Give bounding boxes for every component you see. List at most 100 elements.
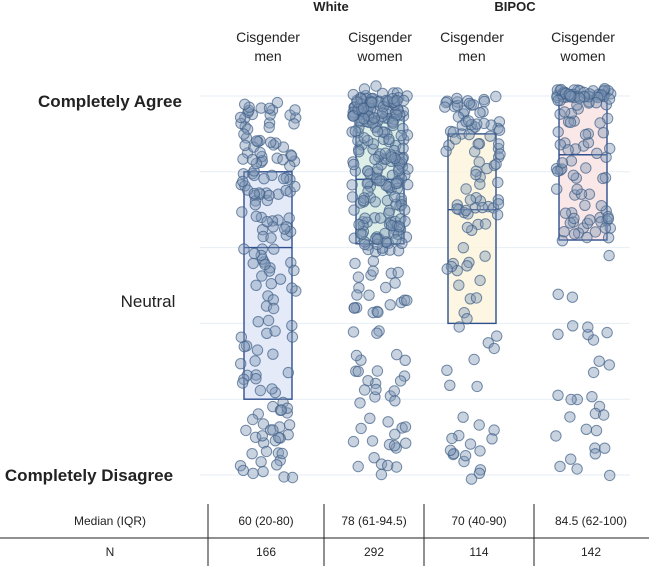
- data-point: [237, 153, 249, 165]
- data-point: [271, 459, 283, 471]
- summary-table: Median (IQR) 60 (20-80) 78 (61-94.5) 70 …: [0, 504, 649, 566]
- data-point: [379, 227, 391, 240]
- data-point: [277, 154, 289, 166]
- data-point: [348, 158, 360, 171]
- data-point: [552, 389, 564, 401]
- data-point: [372, 163, 384, 175]
- data-point: [254, 146, 266, 159]
- data-point: [261, 327, 273, 339]
- data-point: [281, 407, 293, 419]
- data-point: [601, 326, 613, 339]
- data-point: [558, 226, 570, 238]
- data-point: [451, 92, 463, 105]
- data-point: [460, 204, 472, 217]
- data-point: [573, 92, 586, 104]
- data-point: [465, 473, 478, 485]
- data-point: [580, 162, 592, 174]
- data-point: [362, 185, 374, 198]
- data-point: [584, 88, 596, 100]
- data-point: [252, 316, 264, 328]
- data-point: [474, 178, 486, 190]
- data-point: [453, 279, 465, 291]
- category-label-bipoc-men-line2: men: [458, 48, 485, 64]
- data-point: [384, 299, 396, 311]
- data-point: [446, 432, 458, 445]
- data-point: [400, 437, 412, 449]
- data-point: [444, 444, 457, 456]
- data-point: [459, 450, 472, 462]
- data-point: [276, 447, 288, 460]
- data-point: [391, 95, 403, 107]
- table-row-label-n: N: [106, 545, 115, 559]
- data-point: [550, 430, 562, 442]
- data-point: [492, 122, 504, 135]
- data-point: [240, 424, 252, 437]
- data-point: [243, 104, 255, 117]
- data-point: [353, 146, 365, 158]
- data-point: [382, 459, 394, 472]
- data-point: [479, 250, 491, 262]
- data-point: [366, 435, 379, 447]
- data-point: [468, 353, 480, 366]
- data-point: [589, 442, 601, 454]
- data-point: [440, 145, 452, 158]
- data-point: [278, 172, 290, 185]
- data-point: [347, 435, 360, 448]
- data-point: [464, 194, 477, 206]
- data-point: [366, 96, 378, 109]
- data-point: [238, 243, 250, 255]
- data-point: [389, 428, 401, 440]
- data-point: [353, 218, 365, 231]
- data-point: [279, 223, 291, 235]
- data-point: [259, 258, 271, 271]
- data-point: [359, 238, 371, 251]
- data-point: [394, 109, 406, 121]
- data-point: [565, 393, 577, 406]
- data-point: [282, 366, 294, 379]
- data-point: [348, 302, 361, 314]
- data-point: [582, 321, 594, 333]
- data-point: [289, 180, 301, 193]
- data-point: [474, 274, 486, 287]
- data-point: [461, 260, 473, 272]
- table-cell-median-bipoc-women: 84.5 (62-100): [555, 514, 627, 528]
- data-point: [283, 212, 295, 224]
- data-point: [249, 431, 262, 443]
- data-point: [586, 391, 598, 403]
- data-point: [470, 292, 483, 304]
- data-point: [358, 132, 370, 144]
- data-point: [239, 139, 251, 152]
- data-point: [583, 188, 596, 200]
- data-point: [267, 424, 279, 436]
- data-point: [599, 83, 611, 95]
- data-point: [393, 221, 406, 233]
- data-point: [286, 282, 298, 294]
- iqr-box: [243, 171, 293, 400]
- data-point: [581, 231, 593, 244]
- data-point: [383, 133, 395, 146]
- data-point: [286, 331, 299, 343]
- data-point: [267, 294, 279, 306]
- data-point: [552, 126, 564, 138]
- data-point: [563, 88, 575, 101]
- data-point: [490, 158, 502, 170]
- data-point: [556, 235, 569, 247]
- data-point: [552, 94, 564, 107]
- data-point: [399, 421, 412, 433]
- data-point: [580, 423, 592, 435]
- data-point: [604, 142, 616, 155]
- data-point: [250, 210, 262, 223]
- data-point: [599, 222, 612, 234]
- data-point: [371, 125, 384, 138]
- data-point: [402, 178, 414, 191]
- data-point: [241, 184, 254, 196]
- data-point: [350, 349, 363, 362]
- table-row-label-median: Median (IQR): [74, 514, 146, 528]
- data-point: [484, 130, 496, 142]
- data-point: [396, 237, 408, 250]
- data-point: [261, 216, 273, 228]
- data-point: [565, 155, 578, 167]
- data-point: [565, 107, 577, 120]
- data-point: [237, 175, 249, 188]
- data-point: [488, 342, 500, 355]
